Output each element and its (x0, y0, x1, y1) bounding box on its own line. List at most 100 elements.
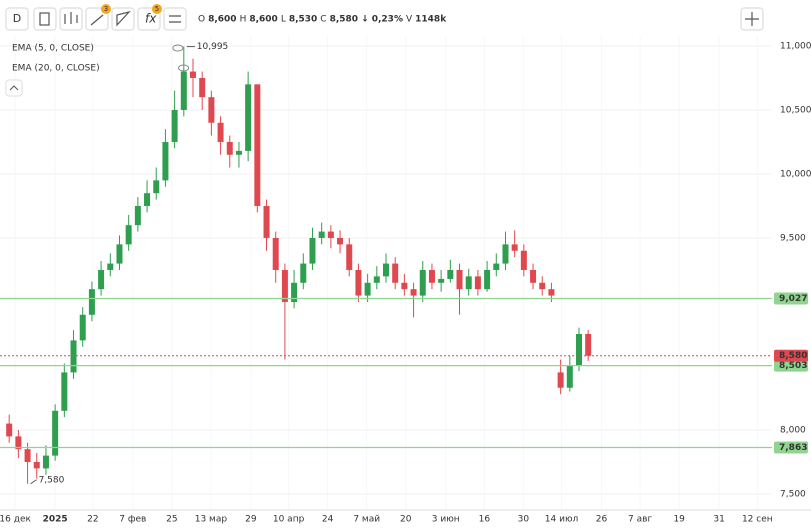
candle-body (88, 289, 95, 315)
ohlc-value: 8,580 (330, 15, 358, 25)
interval-button[interactable] (5, 7, 29, 31)
x-tick-label: 16 (479, 515, 491, 525)
candle-body (438, 278, 445, 283)
toolbar-buttons (5, 7, 764, 31)
candle-body (61, 372, 68, 411)
visibility-toggle[interactable] (178, 64, 190, 72)
candle-body (493, 263, 500, 270)
candle-body (272, 237, 279, 270)
x-tick-label: 26 (596, 515, 608, 525)
candle-body (144, 193, 151, 206)
x-tick-label: 16 дек (0, 515, 31, 525)
candle-body (428, 269, 435, 283)
candle-body (484, 269, 491, 290)
candle-body (373, 276, 380, 283)
x-tick-label: 7 фев (119, 515, 146, 525)
candle-body (42, 455, 49, 469)
y-tick-label: 10,500 (780, 105, 811, 115)
indicators-button[interactable] (137, 7, 161, 31)
level-label: 7,863 (779, 443, 807, 453)
candle-body (153, 180, 160, 194)
min-label: 7,580 (39, 475, 65, 485)
candle-body (337, 237, 344, 245)
max-label: 10,995 (197, 42, 229, 52)
badge (101, 4, 111, 14)
candle-body (530, 269, 537, 283)
candle-body (419, 269, 426, 296)
candle-body (566, 365, 573, 388)
candle-body (557, 372, 564, 388)
candle-body (465, 276, 472, 290)
x-tick-label: 29 (245, 515, 257, 525)
x-tick-label: 24 (322, 515, 334, 525)
badge (152, 4, 162, 14)
candle-body (309, 237, 316, 264)
candle-body (208, 97, 215, 123)
candle-body (291, 282, 298, 302)
x-tick-label: 7 авг (628, 515, 652, 525)
candle-body (70, 340, 77, 373)
interval[interactable]: D (13, 12, 21, 25)
candle-body (263, 205, 270, 238)
compare-button[interactable] (33, 7, 57, 31)
candle-body (125, 225, 132, 245)
icon: fx (145, 12, 157, 26)
x-tick-label: 10 апр (273, 515, 305, 525)
draw-button[interactable] (85, 7, 109, 31)
level-tag (774, 359, 808, 372)
ohlc-key: C (320, 15, 326, 25)
candle-body (33, 461, 40, 469)
ohlc-legend: O 8,600 H 8,600 L 8,530 C 8,580 ↓ 0,23% V 1148k (198, 15, 447, 25)
min-marker (30, 479, 37, 485)
collapse-button[interactable] (5, 79, 23, 97)
badge-count: 5 (155, 5, 159, 13)
candle-body (235, 150, 242, 155)
candle-body (6, 423, 13, 437)
x-tick-label: 25 (166, 515, 177, 525)
indicator-label: EMA (20, 0, CLOSE) (12, 64, 100, 74)
candle-body (392, 263, 399, 283)
last-price-tag (774, 349, 808, 362)
candle-body (116, 244, 123, 264)
x-tick-label: 7 май (353, 515, 380, 525)
candle-body (318, 231, 325, 238)
x-tick-label: 13 мар (195, 515, 228, 525)
candle-body (24, 449, 31, 462)
candle-body (576, 333, 582, 366)
level-tag (774, 292, 808, 305)
candle-body (383, 263, 389, 277)
shapes-button[interactable] (111, 7, 135, 31)
indicators: EMA (5, 0, CLOSE) EMA (20, 0, CLOSE) (12, 44, 190, 74)
candle-body (79, 314, 86, 341)
settings-button[interactable] (163, 7, 187, 31)
candle-body (199, 77, 206, 98)
ohlc-key: O (198, 15, 205, 25)
candle-body (254, 84, 261, 206)
candle-body (134, 205, 141, 226)
y-tick-label: 9,500 (780, 233, 806, 243)
badge-count: 3 (104, 5, 108, 13)
change: ↓ 0,23% (361, 15, 403, 25)
candle-body (474, 276, 481, 290)
ohlc-key: H (240, 15, 247, 25)
candle-body (447, 269, 454, 279)
ai-button[interactable] (740, 7, 764, 31)
icon (90, 14, 104, 26)
candle-body (327, 231, 334, 238)
volume-value: 1148k (415, 15, 447, 25)
x-tick-label: 30 (518, 515, 530, 525)
candle-body (410, 289, 417, 296)
chart-type-button[interactable] (59, 7, 83, 31)
candle-body (346, 244, 353, 270)
last-price-label: 8,580 (779, 351, 807, 361)
ohlc-value: 8,600 (249, 15, 277, 25)
y-tick-label: 10,000 (780, 169, 811, 179)
candle-body (281, 269, 288, 302)
x-tick-label: 12 сен (742, 515, 773, 525)
toolbar (0, 0, 811, 36)
visibility-toggle[interactable] (172, 44, 184, 52)
candle-body (98, 269, 105, 290)
icon (39, 12, 50, 26)
